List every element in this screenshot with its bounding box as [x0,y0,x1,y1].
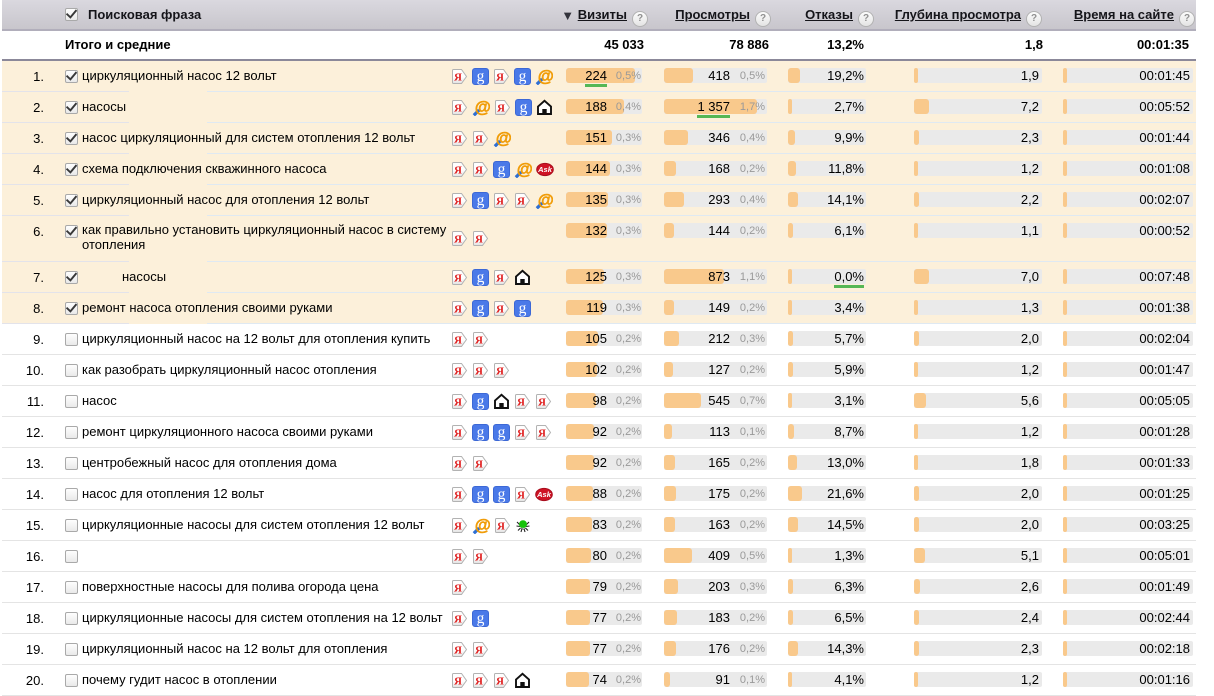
svg-text:g: g [519,300,527,317]
svg-text:g: g [477,393,485,410]
svg-text:Я: Я [517,427,525,439]
svg-text:Я: Я [517,396,525,408]
svg-text:Я: Я [496,675,504,687]
svg-text:Я: Я [475,458,483,470]
svg-text:g: g [477,269,485,286]
svg-text:Я: Я [517,195,525,207]
svg-text:g: g [477,300,485,317]
svg-text:Я: Я [475,644,483,656]
svg-text:Я: Я [475,675,483,687]
svg-text:Я: Я [454,396,462,408]
svg-text:Я: Я [497,102,505,114]
svg-text:@: @ [538,192,553,209]
svg-text:Я: Я [454,233,462,245]
svg-text:Я: Я [454,272,462,284]
svg-text:Я: Я [454,644,462,656]
svg-text:Я: Я [496,195,504,207]
svg-text:Я: Я [496,365,504,377]
svg-text:Я: Я [538,396,546,408]
svg-text:Я: Я [454,613,462,625]
svg-text:Я: Я [454,303,462,315]
svg-text:g: g [498,486,506,503]
svg-text:@: @ [496,130,511,147]
svg-text:Я: Я [454,582,462,594]
svg-text:Я: Я [454,458,462,470]
svg-text:Я: Я [475,164,483,176]
svg-text:g: g [477,68,485,85]
svg-text:@: @ [517,161,532,178]
svg-text:Я: Я [454,71,462,83]
svg-text:g: g [520,99,528,116]
svg-text:g: g [477,192,485,209]
svg-text:Я: Я [496,303,504,315]
svg-text:Я: Я [454,102,462,114]
svg-text:g: g [498,424,506,441]
svg-text:Я: Я [496,71,504,83]
svg-text:Я: Я [475,233,483,245]
svg-text:@: @ [475,99,490,116]
svg-text:Я: Я [454,427,462,439]
svg-text:Я: Я [454,551,462,563]
svg-text:Я: Я [454,520,462,532]
svg-text:Я: Я [475,365,483,377]
svg-text:Я: Я [454,334,462,346]
svg-text:Я: Я [496,272,504,284]
svg-text:Я: Я [517,489,525,501]
svg-text:g: g [477,486,485,503]
svg-text:Я: Я [454,195,462,207]
svg-text:Ask: Ask [536,490,552,499]
svg-text:Я: Я [454,489,462,501]
svg-text:@: @ [538,68,553,85]
svg-text:Я: Я [475,551,483,563]
svg-text:Я: Я [454,365,462,377]
svg-text:g: g [477,610,485,627]
svg-text:Ask: Ask [537,165,553,174]
svg-text:@: @ [475,517,490,534]
svg-text:Я: Я [454,133,462,145]
svg-text:g: g [519,68,527,85]
svg-text:g: g [498,161,506,178]
svg-text:Я: Я [475,133,483,145]
svg-text:Я: Я [454,675,462,687]
svg-text:Я: Я [497,520,505,532]
svg-text:g: g [477,424,485,441]
svg-text:Я: Я [475,334,483,346]
svg-text:Я: Я [538,427,546,439]
svg-text:Я: Я [454,164,462,176]
